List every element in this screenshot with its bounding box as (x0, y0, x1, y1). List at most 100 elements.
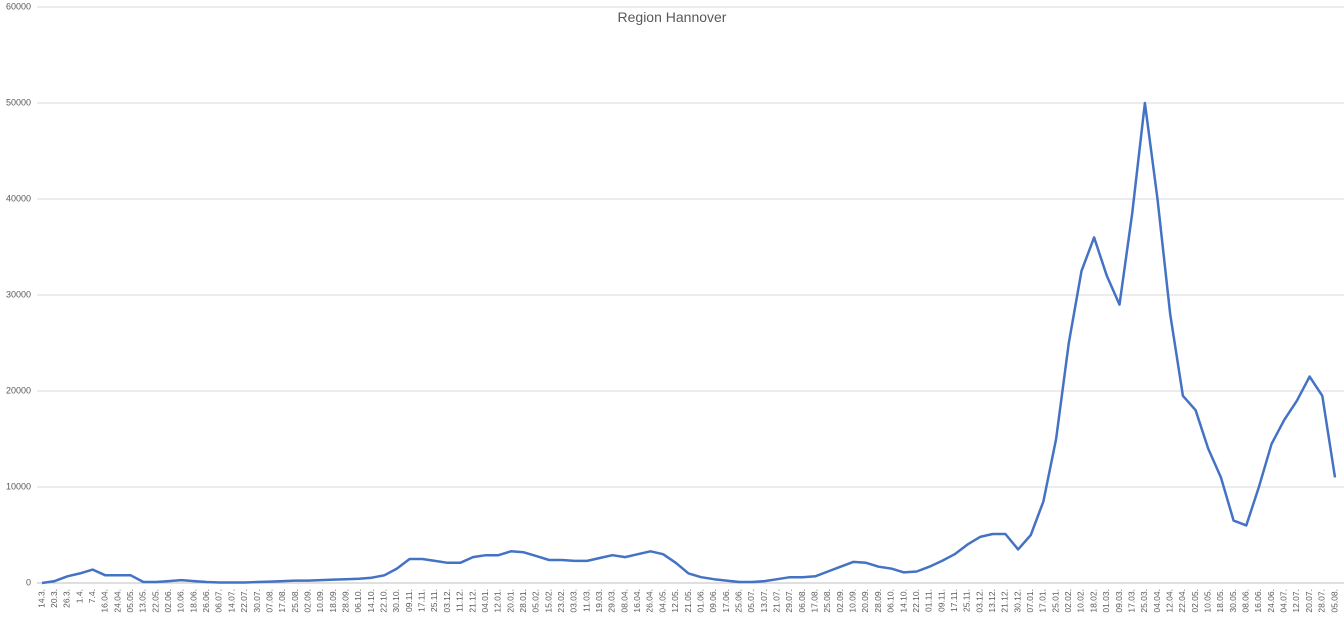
x-tick-label: 26.04. (645, 589, 655, 613)
x-tick-label: 22.07. (239, 589, 249, 613)
x-tick-label: 03.03. (569, 589, 579, 613)
x-tick-label: 28.01. (518, 589, 528, 613)
x-tick-label: 25.06. (733, 589, 743, 613)
x-tick-label: 26.3. (62, 589, 72, 608)
x-tick-label: 04.01. (480, 589, 490, 613)
x-tick-label: 28.09. (873, 589, 883, 613)
x-tick-label: 06.10. (353, 589, 363, 613)
x-tick-label: 06.08. (797, 589, 807, 613)
x-tick-label: 30.05. (1228, 589, 1238, 613)
x-tick-label: 20.01. (505, 589, 515, 613)
x-tick-label: 1.4. (74, 589, 84, 603)
x-tick-label: 25.03. (1139, 589, 1149, 613)
x-tick-label: 05.05. (125, 589, 135, 613)
x-tick-label: 25.08. (290, 589, 300, 613)
x-tick-label: 04.04. (1152, 589, 1162, 613)
x-tick-label: 18.02. (1088, 589, 1098, 613)
x-tick-label: 25.11. (962, 589, 972, 612)
x-tick-label: 20.3. (49, 589, 59, 608)
x-tick-label: 17.08. (810, 589, 820, 613)
y-tick-label: 50000 (6, 97, 31, 107)
x-tick-label: 25.08. (822, 589, 832, 613)
x-tick-label: 09.11. (936, 589, 946, 612)
x-tick-label: 28.07. (1317, 589, 1327, 613)
x-tick-label: 08.06. (1241, 589, 1251, 613)
x-tick-label: 21.05. (683, 589, 693, 613)
x-tick-label: 07.08. (264, 589, 274, 613)
y-tick-label: 60000 (6, 1, 31, 11)
x-tick-label: 12.05. (670, 589, 680, 613)
x-tick-label: 01.03. (1101, 589, 1111, 613)
x-tick-label: 7.4. (87, 589, 97, 603)
x-tick-label: 03.12. (974, 589, 984, 613)
x-tick-label: 10.06. (176, 589, 186, 613)
x-tick-label: 30.12. (1012, 589, 1022, 613)
x-tick-label: 09.06. (708, 589, 718, 613)
x-tick-label: 21.07. (771, 589, 781, 613)
y-tick-label: 20000 (6, 385, 31, 395)
x-tick-label: 02.06. (163, 589, 173, 613)
x-tick-label: 02.05. (1190, 589, 1200, 613)
x-tick-label: 14.10. (366, 589, 376, 613)
x-tick-label: 17.06. (721, 589, 731, 613)
x-tick-label: 23.02. (556, 589, 566, 613)
x-tick-label: 30.07. (252, 589, 262, 613)
x-tick-label: 08.04. (619, 589, 629, 613)
y-tick-label: 10000 (6, 481, 31, 491)
chart-title: Region Hannover (618, 9, 727, 25)
y-tick-label: 30000 (6, 289, 31, 299)
x-tick-label: 21.12. (467, 589, 477, 613)
x-tick-label: 10.09. (315, 589, 325, 613)
x-tick-label: 10.09. (848, 589, 858, 613)
x-tick-label: 11.12. (455, 589, 465, 612)
x-tick-label: 14.3. (36, 589, 46, 608)
x-tick-label: 17.01. (1038, 589, 1048, 613)
x-tick-label: 17.11. (417, 589, 427, 612)
x-tick-label: 09.03. (1114, 589, 1124, 613)
x-tick-label: 17.11. (949, 589, 959, 612)
x-tick-label: 20.09. (860, 589, 870, 613)
x-tick-label: 05.07. (746, 589, 756, 613)
x-tick-label: 14.07. (226, 589, 236, 613)
y-tick-label: 40000 (6, 193, 31, 203)
x-tick-label: 09.11. (404, 589, 414, 612)
x-tick-label: 19.03. (594, 589, 604, 613)
x-tick-label: 18.09. (328, 589, 338, 613)
x-tick-label: 03.12. (442, 589, 452, 613)
x-tick-label: 05.02. (531, 589, 541, 613)
x-tick-label: 22.10. (379, 589, 389, 613)
x-tick-label: 04.07. (1279, 589, 1289, 613)
x-tick-label: 05.08. (1329, 589, 1339, 613)
x-tick-label: 30.10. (391, 589, 401, 613)
x-tick-label: 01.11. (924, 589, 934, 612)
data-line (41, 101, 1337, 585)
x-tick-label: 24.06. (1266, 589, 1276, 613)
x-tick-label: 11.03. (581, 589, 591, 612)
x-tick-label: 25.01. (1050, 589, 1060, 613)
x-tick-label: 13.07. (759, 589, 769, 613)
x-tick-label: 06.07. (214, 589, 224, 613)
x-tick-label: 21.12. (1000, 589, 1010, 613)
x-tick-label: 02.09. (835, 589, 845, 613)
x-tick-label: 12.04. (1164, 589, 1174, 613)
y-tick-label: 0 (26, 577, 31, 587)
x-tick-label: 26.06. (201, 589, 211, 613)
x-tick-label: 25.11. (429, 589, 439, 612)
x-tick-label: 06.10. (886, 589, 896, 613)
x-tick-label: 07.01. (1025, 589, 1035, 613)
x-tick-label: 14.10. (898, 589, 908, 613)
x-tick-label: 29.07. (784, 589, 794, 613)
x-tick-label: 18.05. (1215, 589, 1225, 613)
x-tick-label: 24.04. (112, 589, 122, 613)
x-tick-label: 10.05. (1202, 589, 1212, 613)
x-tick-label: 28.09. (340, 589, 350, 613)
x-tick-label: 17.08. (277, 589, 287, 613)
x-tick-label: 02.09. (302, 589, 312, 613)
x-tick-label: 17.03. (1126, 589, 1136, 613)
x-tick-label: 01.06. (695, 589, 705, 613)
x-tick-label: 04.05. (657, 589, 667, 613)
x-tick-label: 16.04. (100, 589, 110, 613)
x-tick-label: 12.07. (1291, 589, 1301, 613)
x-tick-label: 13.12. (987, 589, 997, 613)
